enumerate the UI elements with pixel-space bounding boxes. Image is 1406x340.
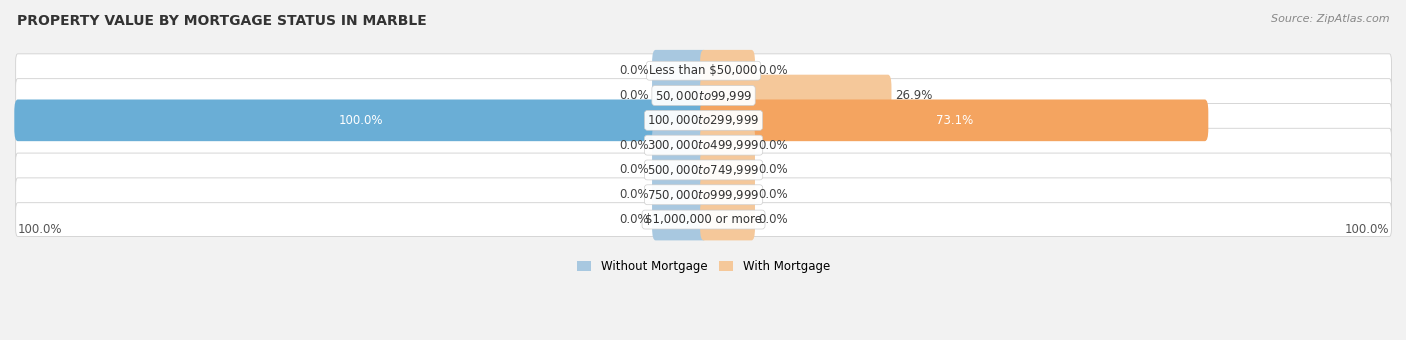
Text: 0.0%: 0.0% xyxy=(619,164,648,176)
FancyBboxPatch shape xyxy=(15,79,1392,113)
Text: PROPERTY VALUE BY MORTGAGE STATUS IN MARBLE: PROPERTY VALUE BY MORTGAGE STATUS IN MAR… xyxy=(17,14,426,28)
Text: $50,000 to $99,999: $50,000 to $99,999 xyxy=(655,88,752,103)
Text: 0.0%: 0.0% xyxy=(619,188,648,201)
Text: 100.0%: 100.0% xyxy=(18,223,62,236)
Text: 0.0%: 0.0% xyxy=(619,213,648,226)
FancyBboxPatch shape xyxy=(700,199,755,240)
Text: $300,000 to $499,999: $300,000 to $499,999 xyxy=(647,138,759,152)
Text: 0.0%: 0.0% xyxy=(619,64,648,77)
Text: 0.0%: 0.0% xyxy=(619,139,648,152)
FancyBboxPatch shape xyxy=(700,75,891,116)
FancyBboxPatch shape xyxy=(652,124,707,166)
FancyBboxPatch shape xyxy=(652,75,707,116)
FancyBboxPatch shape xyxy=(15,54,1392,88)
FancyBboxPatch shape xyxy=(15,203,1392,236)
Text: 0.0%: 0.0% xyxy=(758,213,787,226)
Text: $100,000 to $299,999: $100,000 to $299,999 xyxy=(648,113,759,128)
Text: $1,000,000 or more: $1,000,000 or more xyxy=(645,213,762,226)
Text: Less than $50,000: Less than $50,000 xyxy=(650,64,758,77)
Text: $750,000 to $999,999: $750,000 to $999,999 xyxy=(647,188,759,202)
FancyBboxPatch shape xyxy=(652,199,707,240)
FancyBboxPatch shape xyxy=(652,149,707,191)
FancyBboxPatch shape xyxy=(15,103,1392,137)
Text: 100.0%: 100.0% xyxy=(339,114,382,127)
Text: 26.9%: 26.9% xyxy=(894,89,932,102)
FancyBboxPatch shape xyxy=(652,50,707,91)
Text: 0.0%: 0.0% xyxy=(758,139,787,152)
FancyBboxPatch shape xyxy=(700,124,755,166)
Text: 0.0%: 0.0% xyxy=(758,188,787,201)
Text: $500,000 to $749,999: $500,000 to $749,999 xyxy=(647,163,759,177)
FancyBboxPatch shape xyxy=(700,149,755,191)
Text: 0.0%: 0.0% xyxy=(758,64,787,77)
FancyBboxPatch shape xyxy=(14,100,707,141)
Text: 0.0%: 0.0% xyxy=(758,164,787,176)
FancyBboxPatch shape xyxy=(15,178,1392,211)
Legend: Without Mortgage, With Mortgage: Without Mortgage, With Mortgage xyxy=(572,256,835,278)
FancyBboxPatch shape xyxy=(700,50,755,91)
FancyBboxPatch shape xyxy=(15,128,1392,162)
FancyBboxPatch shape xyxy=(700,174,755,216)
FancyBboxPatch shape xyxy=(652,174,707,216)
Text: 100.0%: 100.0% xyxy=(1346,223,1389,236)
Text: 0.0%: 0.0% xyxy=(619,89,648,102)
Text: Source: ZipAtlas.com: Source: ZipAtlas.com xyxy=(1271,14,1389,23)
FancyBboxPatch shape xyxy=(700,100,1208,141)
Text: 73.1%: 73.1% xyxy=(935,114,973,127)
FancyBboxPatch shape xyxy=(15,153,1392,187)
